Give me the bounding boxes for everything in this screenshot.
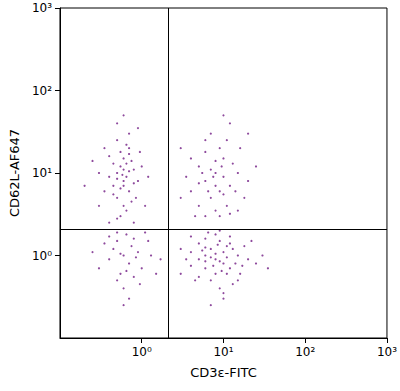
svg-text:10¹: 10¹ [213, 345, 233, 359]
svg-text:10⁰: 10⁰ [132, 345, 152, 359]
svg-text:10²: 10² [32, 84, 52, 98]
svg-text:CD3ε-FITC: CD3ε-FITC [190, 365, 257, 380]
svg-text:10³: 10³ [32, 1, 52, 15]
svg-text:10⁰: 10⁰ [32, 249, 52, 263]
svg-text:10¹: 10¹ [32, 166, 52, 180]
svg-text:10²: 10² [295, 345, 315, 359]
svg-text:CD62L-AF647: CD62L-AF647 [7, 129, 22, 217]
svg-text:10³: 10³ [377, 345, 397, 359]
